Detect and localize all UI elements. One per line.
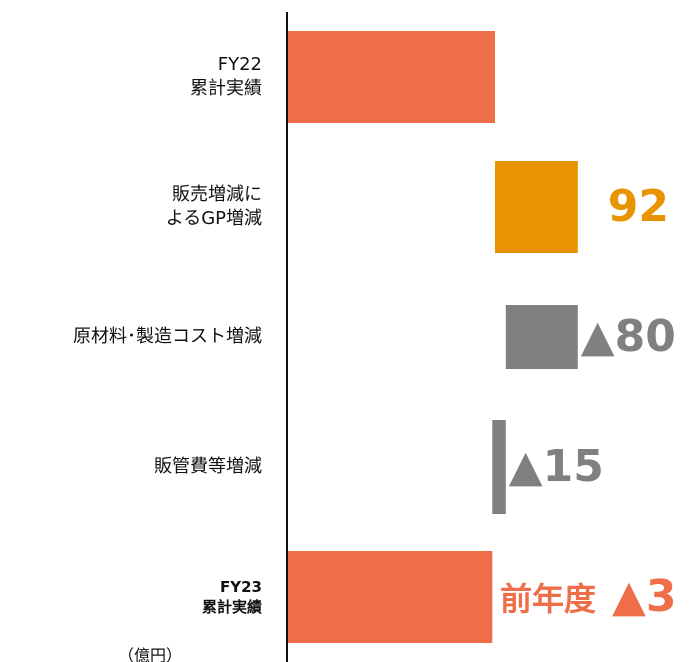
category-label: 原材料･製造コスト増減 bbox=[73, 326, 262, 347]
bar bbox=[495, 161, 578, 253]
category-label: 販管費等増減 bbox=[154, 456, 262, 477]
bar bbox=[492, 420, 506, 514]
value-label: ▲15 bbox=[509, 441, 604, 492]
category-label: FY23 累計実績 bbox=[201, 578, 262, 616]
unit-label: （億円） bbox=[118, 646, 183, 662]
bar bbox=[505, 305, 578, 369]
annotation-text: 前年度 bbox=[500, 580, 596, 618]
category-label: 販売増減に よるGP増減 bbox=[165, 184, 262, 229]
value-label: ▲80 bbox=[581, 311, 676, 362]
category-label: FY22 累計実績 bbox=[190, 54, 262, 99]
value-label: 92 bbox=[608, 181, 669, 232]
bar bbox=[288, 551, 493, 643]
bar bbox=[288, 31, 495, 123]
annotation-value: ▲3 bbox=[612, 571, 676, 622]
